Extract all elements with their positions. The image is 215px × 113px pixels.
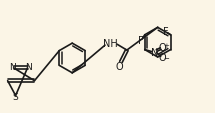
Text: S: S [13,92,18,101]
Text: N: N [9,63,16,72]
Text: −: − [164,56,170,62]
Text: NH: NH [103,39,117,49]
Text: O: O [115,61,123,71]
Text: F: F [163,27,168,36]
Text: N: N [25,63,31,72]
Text: N: N [151,47,158,57]
Text: +: + [164,42,170,48]
Text: O: O [159,53,166,63]
Text: O: O [159,42,166,52]
Text: F: F [138,35,144,45]
